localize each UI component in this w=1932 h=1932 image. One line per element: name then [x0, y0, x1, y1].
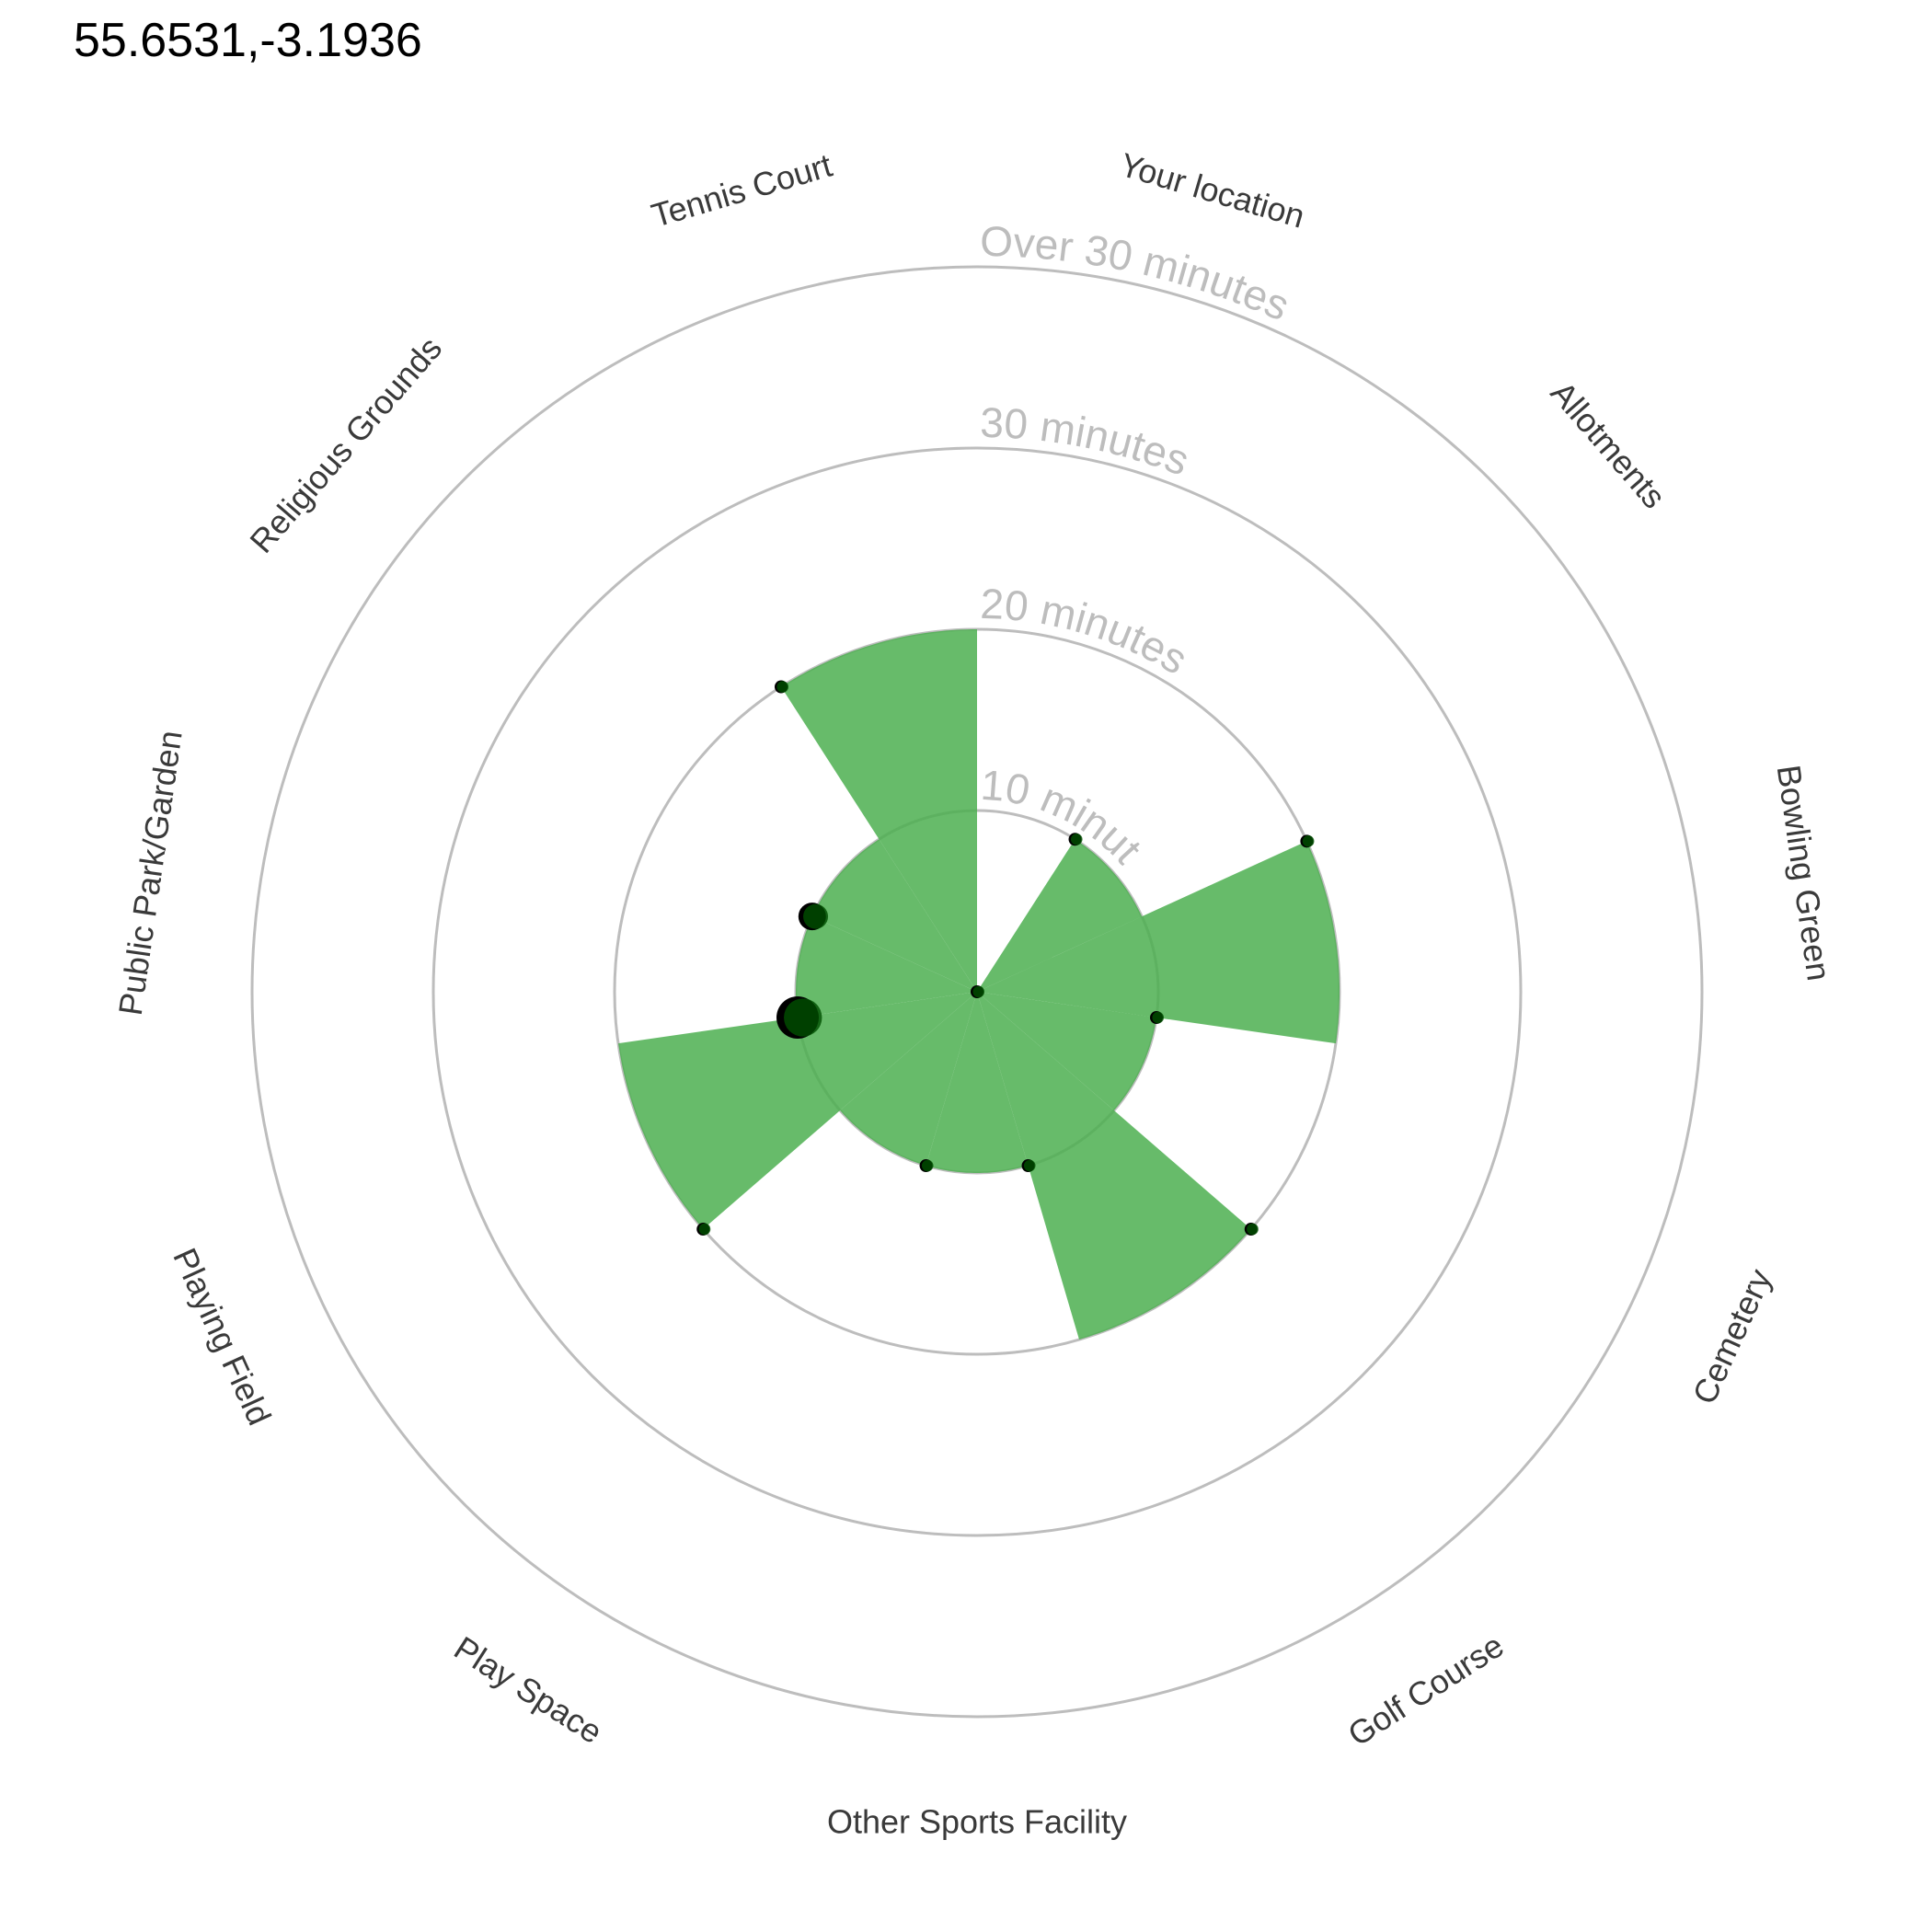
category-label: Your location	[1116, 145, 1309, 236]
category-label: Public Park/Garden	[111, 728, 190, 1018]
category-label: Golf Course	[1341, 1627, 1511, 1754]
wedge-6	[840, 992, 977, 1166]
category-label: Play Space	[448, 1628, 609, 1751]
data-point-inner-7	[698, 1223, 711, 1236]
data-point-inner-1	[1070, 833, 1083, 845]
data-point-inner-2	[1302, 835, 1315, 847]
grid-ring-4	[250, 265, 1704, 1719]
category-label: Tennis Court	[647, 146, 835, 235]
wedge-7	[618, 992, 977, 1229]
wedge-9	[811, 839, 977, 992]
fill-layer	[618, 629, 1340, 1340]
category-label: Cemetery	[1685, 1263, 1778, 1409]
category-label: Religious Grounds	[242, 329, 449, 560]
data-point-inner-10	[776, 681, 789, 693]
data-point-inner-4	[1247, 1223, 1259, 1236]
category-label: Playing Field	[166, 1242, 279, 1431]
wedge-10	[781, 629, 977, 992]
grid-ring-3	[431, 446, 1523, 1537]
data-point-inner-3	[1152, 1011, 1165, 1024]
wedge-4	[977, 992, 1251, 1340]
wedge-8	[796, 916, 977, 1018]
wedge-2	[977, 841, 1340, 1044]
wedge-1	[977, 839, 1143, 992]
ring-label-4: Over 30 minutes	[980, 217, 1297, 330]
ring-label-text-3: 30 minutes	[980, 398, 1196, 485]
point-layer	[696, 680, 1315, 1236]
data-point-inner-8	[784, 998, 822, 1037]
chart-title: 55.6531,-3.1936	[74, 14, 422, 67]
wedge-3	[977, 992, 1156, 1110]
wedge-5	[926, 992, 1029, 1173]
category-label: Other Sports Facility	[827, 1803, 1127, 1841]
data-point-inner-5	[1023, 1159, 1036, 1172]
category-label: Allotments	[1544, 374, 1673, 515]
data-point-inner-6	[921, 1159, 934, 1172]
ring-label-3: 30 minutes	[980, 398, 1196, 485]
data-point-inner-0	[972, 985, 985, 998]
category-label: Bowling Green	[1770, 763, 1838, 983]
ring-label-text-4: Over 30 minutes	[980, 217, 1297, 330]
data-point-inner-9	[803, 903, 829, 929]
